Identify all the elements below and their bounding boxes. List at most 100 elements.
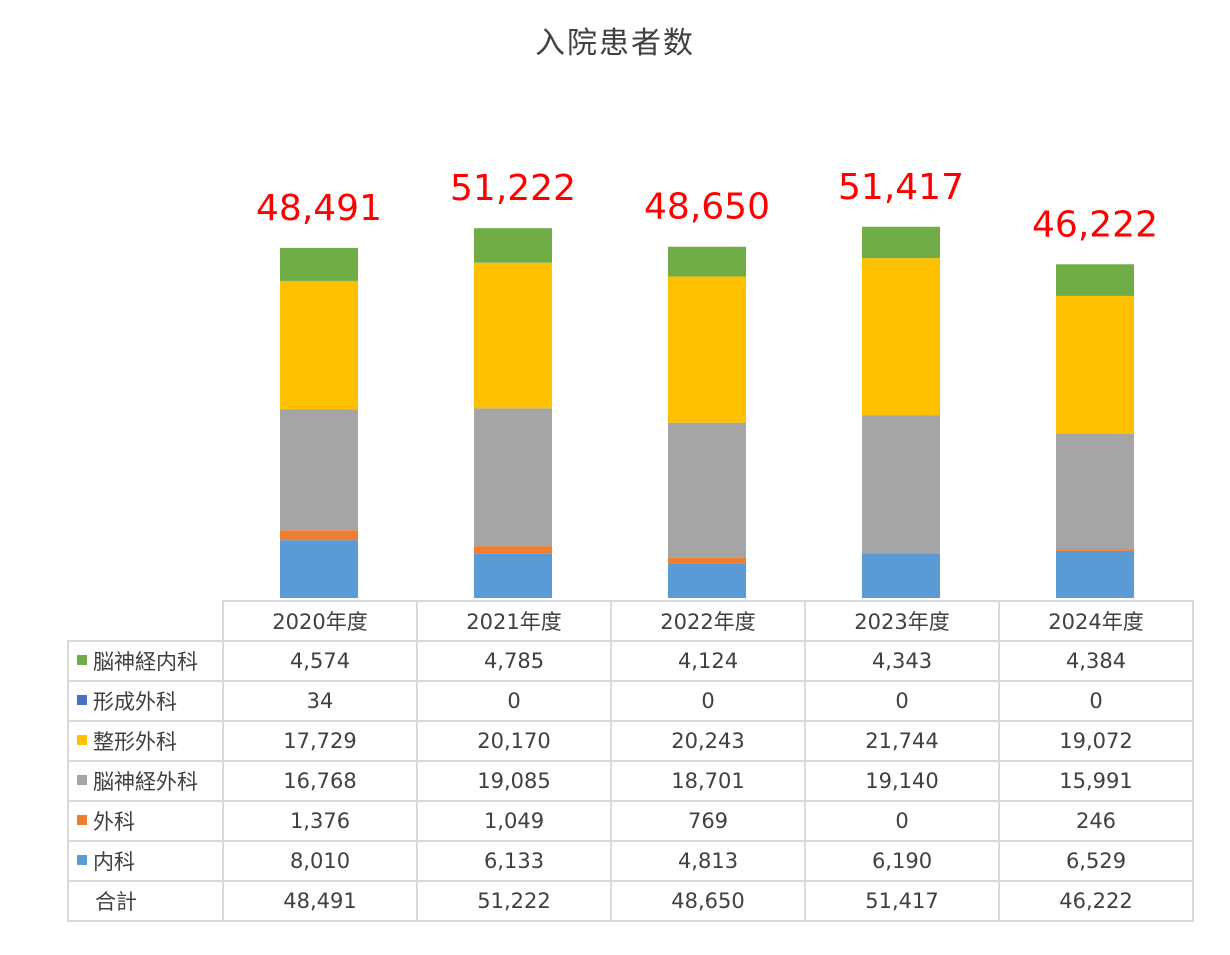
table-cell: 4,813 (610, 840, 806, 882)
total-label-text: 合計 (95, 890, 137, 914)
table-cell: 18,701 (610, 760, 806, 802)
legend-entry: 脳神経外科 (67, 760, 224, 802)
bar-segment (474, 546, 552, 554)
legend-label: 脳神経外科 (93, 770, 198, 794)
total-data-label: 51,222 (450, 168, 576, 209)
table-cell: 15,991 (998, 760, 1194, 802)
table-header-cell: 2023年度 (804, 600, 1000, 642)
table-cell: 0 (804, 800, 1000, 842)
table-header-cell: 2024年度 (998, 600, 1194, 642)
table-cell-total: 51,222 (416, 880, 612, 922)
legend-label: 内科 (93, 850, 135, 874)
table-cell: 20,243 (610, 720, 806, 762)
bar-segment (474, 228, 552, 263)
table-header-row: 2020年度 2021年度 2022年度 2023年度 2024年度 (68, 600, 1194, 642)
legend-entry: 形成外科 (67, 680, 224, 722)
bar-segment (668, 276, 746, 423)
table-cell: 769 (610, 800, 806, 842)
total-data-label: 48,650 (644, 187, 770, 228)
bar-segment (280, 540, 358, 598)
table-cell: 0 (804, 680, 1000, 722)
table-cell: 19,072 (998, 720, 1194, 762)
table-cell: 4,574 (222, 640, 418, 682)
bar-segment (474, 408, 552, 547)
bar-segment (1056, 433, 1134, 550)
legend-key (77, 815, 87, 825)
stacked-bar-chart: 48,491 51,222 48,650 51,417 46,222 (256, 167, 1158, 598)
table-row: 形成外科 34 0 0 0 0 (67, 680, 1194, 722)
legend-key (77, 855, 87, 865)
bar-segment (862, 553, 940, 598)
bar-segment (474, 553, 552, 598)
table-cell: 17,729 (222, 720, 418, 762)
table-cell-total: 48,650 (610, 880, 806, 922)
table-row: 脳神経外科 16,768 19,085 18,701 19,140 15,991 (67, 760, 1194, 802)
table-cell: 4,384 (998, 640, 1194, 682)
table-cell: 19,085 (416, 760, 612, 802)
table-cell: 20,170 (416, 720, 612, 762)
legend-label: 脳神経内科 (93, 650, 198, 674)
table-cell: 1,376 (222, 800, 418, 842)
chart-title: 入院患者数 (535, 26, 695, 61)
table-cell: 8,010 (222, 840, 418, 882)
bar-segment (280, 409, 358, 531)
bar-segment (280, 530, 358, 541)
total-row-label: 合計 (67, 880, 224, 922)
legend-entry: 外科 (67, 800, 224, 842)
legend-key (77, 735, 87, 745)
table-cell-total: 46,222 (998, 880, 1194, 922)
table-row-total: 合計 48,491 51,222 48,650 51,417 46,222 (67, 880, 1194, 922)
legend-label: 整形外科 (93, 730, 177, 754)
table-cell: 0 (998, 680, 1194, 722)
table-row: 脳神経内科 4,574 4,785 4,124 4,343 4,384 (67, 640, 1194, 682)
table-row: 整形外科 17,729 20,170 20,243 21,744 19,072 (67, 720, 1194, 762)
bar-segment (474, 262, 552, 409)
bar-segment (862, 415, 940, 554)
bar-segment (668, 563, 746, 598)
bar-segment (862, 258, 940, 416)
table-cell: 6,529 (998, 840, 1194, 882)
legend-entry: 整形外科 (67, 720, 224, 762)
table-cell: 0 (416, 680, 612, 722)
total-data-label: 46,222 (1032, 204, 1158, 245)
bar-segment (1056, 550, 1134, 598)
legend-key (77, 695, 87, 705)
table-row: 内科 8,010 6,133 4,813 6,190 6,529 (67, 840, 1194, 882)
table-cell: 6,190 (804, 840, 1000, 882)
data-table: 2020年度 2021年度 2022年度 2023年度 2024年度 脳神経内科… (67, 600, 1194, 922)
table-cell: 4,343 (804, 640, 1000, 682)
bar-segment (280, 281, 358, 410)
legend-entry: 脳神経内科 (67, 640, 224, 682)
table-cell: 16,768 (222, 760, 418, 802)
table-cell: 0 (610, 680, 806, 722)
legend-label: 形成外科 (93, 690, 177, 714)
bar-segment (1056, 549, 1134, 551)
table-cell: 34 (222, 680, 418, 722)
legend-key (77, 775, 87, 785)
table-cell: 19,140 (804, 760, 1000, 802)
table-cell: 4,124 (610, 640, 806, 682)
table-cell: 4,785 (416, 640, 612, 682)
bar-segment (668, 246, 746, 277)
table-header-cell: 2022年度 (610, 600, 806, 642)
bar-segment (668, 422, 746, 558)
table-row: 外科 1,376 1,049 769 0 246 (67, 800, 1194, 842)
table-cell-total: 48,491 (222, 880, 418, 922)
bar-segment (668, 557, 746, 564)
table-header-cell: 2021年度 (416, 600, 612, 642)
bar-segment (280, 247, 358, 281)
total-data-label: 51,417 (838, 167, 964, 208)
legend-entry: 内科 (67, 840, 224, 882)
table-header-cell: 2020年度 (222, 600, 418, 642)
table-cell: 246 (998, 800, 1194, 842)
legend-label: 外科 (93, 810, 135, 834)
table-cell: 21,744 (804, 720, 1000, 762)
table-cell: 1,049 (416, 800, 612, 842)
legend-key (77, 655, 87, 665)
bar-segment (1056, 264, 1134, 296)
table-cell: 6,133 (416, 840, 612, 882)
table-cell-total: 51,417 (804, 880, 1000, 922)
bar-segment (862, 226, 940, 259)
total-data-label: 48,491 (256, 188, 382, 229)
bar-segment (1056, 295, 1134, 434)
